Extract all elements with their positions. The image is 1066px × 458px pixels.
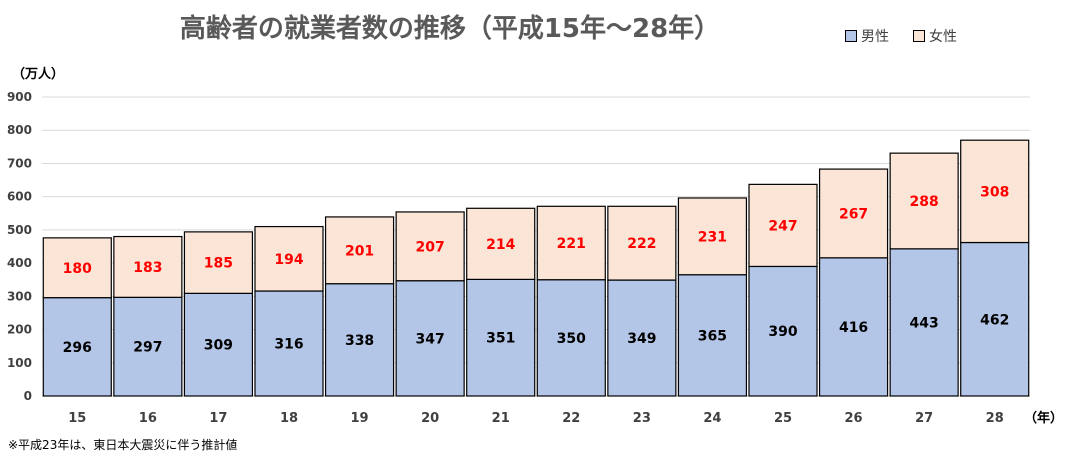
chart-title: 高齢者の就業者数の推移（平成15年～28年）	[179, 14, 721, 44]
bar-male	[960, 241, 1030, 397]
data-label-female: 180	[63, 261, 92, 277]
y-tick-label: 500	[7, 223, 32, 237]
bar-female	[113, 235, 183, 298]
footnote: ※平成23年は、東日本大震災に伴う推計値	[8, 438, 238, 452]
bar-male	[536, 279, 606, 397]
bar-female	[395, 211, 465, 282]
bar-male	[395, 280, 465, 397]
y-tick-label: 800	[7, 123, 32, 137]
data-label-male: 443	[910, 315, 939, 331]
data-label-male: 296	[63, 340, 92, 356]
bar-female	[536, 205, 606, 281]
bar-female	[677, 197, 748, 276]
data-label-male: 338	[345, 333, 374, 349]
bar-female	[889, 152, 959, 250]
legend-swatch-male	[845, 30, 857, 42]
data-label-female: 185	[204, 256, 233, 272]
y-tick-label: 100	[7, 356, 32, 370]
bar-male	[607, 279, 677, 397]
bar-male	[254, 290, 324, 397]
bar-male	[466, 278, 536, 397]
data-label-male: 297	[133, 340, 162, 356]
data-label-male: 309	[204, 338, 233, 354]
x-tick-label: 20	[421, 411, 439, 426]
x-tick-label: 16	[139, 411, 157, 426]
x-tick-label: 18	[280, 411, 298, 426]
data-label-female: 221	[557, 236, 586, 252]
bar-female	[324, 216, 395, 285]
x-tick-label: 17	[209, 411, 227, 426]
legend-swatch-female	[913, 30, 925, 42]
bar-female	[254, 225, 324, 292]
x-tick-label: 25	[774, 411, 792, 426]
bar-male	[183, 292, 254, 397]
bar-male	[324, 283, 395, 397]
bar-male	[818, 257, 889, 397]
y-tick-label: 300	[7, 289, 32, 303]
data-label-male: 316	[274, 337, 303, 353]
bar-male	[113, 296, 183, 397]
x-axis-unit: （年）	[1024, 410, 1063, 426]
legend-label-male: 男性	[861, 29, 889, 45]
data-label-female: 288	[910, 194, 939, 210]
data-label-female: 201	[345, 243, 374, 259]
data-label-male: 350	[557, 331, 586, 347]
bar-male	[889, 248, 959, 397]
data-label-male: 462	[980, 312, 1009, 328]
data-label-female: 247	[768, 218, 797, 234]
data-label-female: 207	[416, 239, 445, 255]
x-tick-label: 26	[845, 411, 863, 426]
data-label-male: 390	[768, 324, 797, 340]
y-tick-label: 900	[7, 90, 32, 104]
y-tick-label: 700	[7, 156, 32, 170]
chart-legend: 男性 女性	[845, 26, 957, 46]
x-tick-label: 22	[562, 411, 580, 426]
y-axis-unit: （万人）	[12, 66, 64, 82]
data-label-female: 214	[486, 237, 515, 253]
data-label-male: 416	[839, 320, 868, 336]
legend-item-female: 女性	[913, 26, 957, 46]
x-tick-label: 15	[68, 411, 86, 426]
data-label-female: 194	[274, 252, 303, 268]
y-tick-label: 200	[7, 323, 32, 337]
x-tick-label: 24	[703, 411, 721, 426]
y-tick-label: 0	[24, 389, 32, 403]
x-tick-label: 23	[633, 411, 651, 426]
data-label-male: 349	[627, 331, 656, 347]
x-tick-label: 19	[351, 411, 369, 426]
data-label-female: 308	[980, 184, 1009, 200]
legend-item-male: 男性	[845, 26, 889, 46]
bar-female	[466, 207, 536, 280]
bar-female	[960, 139, 1030, 244]
bar-male	[748, 265, 818, 397]
y-tick-label: 600	[7, 190, 32, 204]
x-tick-label: 21	[492, 411, 510, 426]
data-label-male: 365	[698, 328, 727, 344]
bar-male	[677, 274, 748, 397]
bar-female	[607, 205, 677, 281]
bar-female	[42, 237, 112, 299]
legend-label-female: 女性	[929, 29, 957, 45]
x-tick-label: 28	[986, 411, 1004, 426]
x-tick-label: 27	[915, 411, 933, 426]
bar-female	[818, 168, 889, 259]
bar-female	[183, 231, 254, 294]
bar-female	[748, 183, 818, 268]
data-label-male: 347	[416, 331, 445, 347]
data-label-female: 222	[627, 236, 656, 252]
data-label-female: 267	[839, 206, 868, 222]
data-label-male: 351	[486, 331, 515, 347]
y-tick-label: 400	[7, 256, 32, 270]
data-label-female: 231	[698, 229, 727, 245]
data-label-female: 183	[133, 260, 162, 276]
